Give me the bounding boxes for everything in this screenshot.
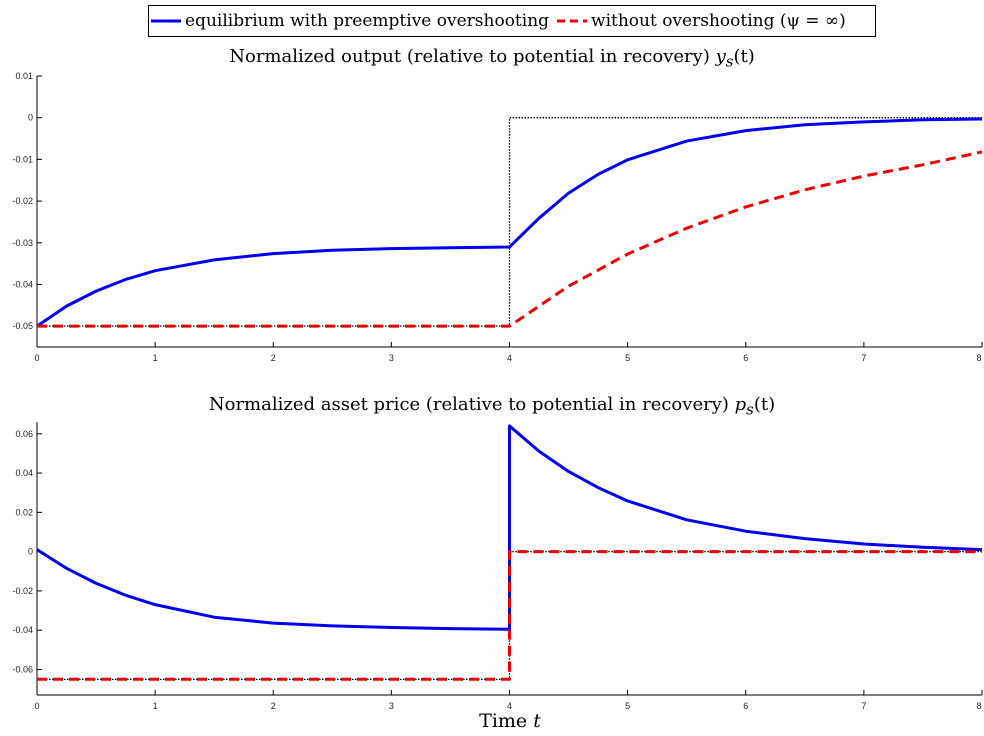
panel-2-y-tick-label: -0.06	[12, 664, 33, 674]
panel-2-y-tick-label: -0.02	[12, 586, 33, 596]
panel-2-series-overshooting-line	[36, 424, 983, 631]
panel-2-y-tick-label: -0.04	[12, 625, 33, 635]
panel-2-title-subscript: s	[746, 400, 754, 419]
x-axis-label: Time t	[0, 710, 984, 732]
panel-1-x-tick-label: 1	[153, 353, 158, 363]
legend-item-overshooting: equilibrium with preemptive overshooting	[149, 11, 549, 31]
panel-2-x-tick-label: 7	[861, 701, 866, 711]
panel-1-title-symbol: y	[715, 46, 726, 67]
panel-1-x-tick-label: 3	[389, 353, 394, 363]
panel-2-y-tick-label: 0	[28, 547, 33, 557]
panel-1-y-tick-label: -0.03	[12, 238, 33, 248]
panel-1-x-tick-label: 0	[34, 353, 39, 363]
panel-2-series-no-overshooting-line	[37, 550, 982, 681]
panel-2-x-tick-label: 8	[976, 701, 981, 711]
panel-2-x-tick-label: 6	[743, 701, 748, 711]
panel-2-title-argument: (t)	[753, 394, 776, 415]
panel-2-x-tick-label: 0	[34, 701, 39, 711]
panel-1-title-subscript: s	[725, 52, 734, 71]
panel-1-y-tick-label: 0.01	[15, 71, 33, 81]
panel-1-title-text: Normalized output (relative to potential…	[229, 46, 710, 67]
panel-1-x-tick-label: 7	[861, 353, 866, 363]
panel-2-title: Normalized asset price (relative to pote…	[0, 394, 984, 419]
panel-1-series-overshooting-line	[36, 117, 983, 328]
panel-2-x-tick-label: 1	[153, 701, 158, 711]
legend-swatch-blue-solid	[151, 19, 181, 23]
panel-1-series-no-overshooting-line	[37, 150, 983, 328]
panel-1-x-tick-label: 8	[976, 353, 981, 363]
panel-1-y-tick-label: -0.02	[12, 196, 33, 206]
panel-2-y-tick-label: 0.04	[15, 468, 33, 478]
panel-1-y-tick-label: -0.05	[12, 321, 33, 331]
panel-1-y-tick-label: -0.04	[12, 279, 33, 289]
panel-1-y-tick-label: -0.01	[12, 154, 33, 164]
panel-1-x-tick-label: 4	[507, 353, 512, 363]
panel-2-x-tick-label: 4	[507, 701, 512, 711]
panel-1-x-tick-label: 5	[625, 353, 630, 363]
legend-swatch-red-dashed	[557, 19, 588, 23]
panel-1-x-tick-label: 2	[271, 353, 276, 363]
legend-label-overshooting: equilibrium with preemptive overshooting	[185, 11, 550, 31]
panel-2-x-tick-label: 3	[389, 701, 394, 711]
panel-1-x-tick-label: 6	[743, 353, 748, 363]
legend-label-no-overshooting: without overshooting (ψ = ∞)	[591, 11, 846, 31]
panel-1-title: Normalized output (relative to potential…	[0, 46, 984, 71]
panel-2-x-tick-label: 5	[625, 701, 630, 711]
chart-legend: equilibrium with preemptive overshooting…	[148, 5, 876, 37]
x-axis-label-text: Time	[479, 710, 528, 732]
panel-2-x-tick-label: 2	[271, 701, 276, 711]
panel-2-title-symbol: p	[734, 394, 747, 415]
panel-1-y-tick-label: 0	[28, 113, 33, 123]
panel-2-y-tick-label: 0.02	[15, 507, 33, 517]
x-axis-label-symbol: t	[533, 710, 541, 732]
panel-2-title-text: Normalized asset price (relative to pote…	[208, 394, 729, 415]
panel-2-y-tick-label: 0.06	[15, 429, 33, 439]
legend-item-no-overshooting: without overshooting (ψ = ∞)	[555, 11, 846, 31]
panel-1-series-reference-line	[37, 117, 982, 327]
panel-1-title-argument: (t)	[733, 46, 755, 67]
